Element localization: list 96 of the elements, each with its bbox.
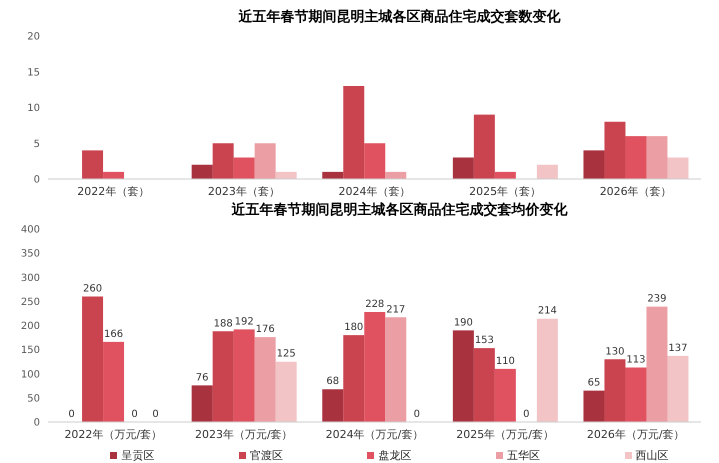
y-tick-label: 400 — [20, 224, 40, 236]
x-tick-label: 2025年（套） — [469, 184, 542, 198]
bar — [82, 296, 104, 422]
bar — [536, 318, 558, 422]
x-tick-label: 2024年（套） — [338, 184, 410, 198]
legend-label: 官渡区 — [248, 448, 283, 463]
y-tick-label: 50 — [27, 393, 40, 404]
bar — [474, 114, 495, 179]
bar — [625, 367, 646, 422]
bar — [276, 362, 297, 422]
bar — [343, 86, 364, 179]
bar — [364, 312, 386, 422]
data-label: 239 — [647, 294, 667, 305]
bar — [103, 342, 124, 422]
y-tick-label: 5 — [34, 138, 40, 150]
bar — [82, 150, 104, 179]
data-label: 68 — [326, 376, 340, 388]
y-tick-label: 300 — [20, 272, 40, 284]
data-label: 76 — [196, 372, 209, 384]
y-tick-label: 15 — [27, 67, 40, 78]
bar — [364, 143, 386, 179]
data-label: 125 — [276, 348, 296, 360]
data-label: 0 — [131, 408, 138, 420]
bar — [536, 164, 558, 179]
bar — [192, 164, 213, 179]
x-tick-label: 2026年（万元/套） — [586, 428, 685, 441]
bar — [494, 368, 516, 422]
data-label: 153 — [474, 335, 494, 346]
bar — [474, 348, 495, 422]
bar — [604, 359, 626, 422]
y-tick-label: 100 — [20, 369, 40, 380]
bar — [646, 136, 668, 179]
data-label: 228 — [365, 298, 384, 310]
chart-title: 近五年春节期间昆明主城各区商品住宅成交套数变化 — [238, 8, 562, 26]
data-label: 192 — [234, 316, 254, 328]
y-tick-label: 20 — [27, 32, 40, 43]
bar — [212, 331, 234, 422]
bar — [234, 329, 255, 422]
data-label: 176 — [256, 324, 275, 336]
data-label: 217 — [386, 304, 406, 316]
data-label: 110 — [496, 356, 515, 367]
data-label: 0 — [414, 408, 420, 420]
bar — [583, 390, 604, 422]
bar — [667, 356, 688, 422]
data-label: 0 — [68, 408, 75, 420]
y-tick-label: 200 — [20, 321, 40, 332]
data-label: 65 — [588, 378, 600, 389]
bar — [646, 306, 668, 422]
data-label: 0 — [152, 408, 159, 420]
bar — [276, 172, 297, 179]
bar — [322, 172, 344, 179]
bar — [322, 389, 344, 422]
legend-label: 西山区 — [634, 448, 669, 463]
y-tick-label: 150 — [20, 345, 40, 356]
data-label: 130 — [605, 346, 625, 358]
bar — [254, 337, 276, 422]
y-tick-label: 10 — [27, 103, 40, 114]
y-tick-label: 250 — [20, 296, 40, 308]
x-tick-label: 2022年（万元/套） — [64, 428, 162, 441]
x-tick-label: 2023年（套） — [208, 184, 280, 198]
legend-label: 盘龙区 — [377, 448, 412, 463]
bar — [385, 317, 406, 422]
data-label: 137 — [668, 342, 688, 354]
x-tick-label: 2023年（万元/套） — [195, 428, 293, 441]
bar — [192, 385, 213, 422]
legend-label: 呈贡区 — [120, 448, 154, 463]
bar — [494, 172, 516, 179]
data-label: 113 — [626, 354, 646, 366]
y-tick-label: 350 — [20, 248, 40, 260]
y-tick-label: 0 — [34, 418, 40, 429]
data-label: 190 — [454, 317, 473, 328]
bar — [103, 172, 124, 179]
data-label: 188 — [214, 318, 233, 330]
bar — [604, 122, 626, 179]
data-label: 166 — [104, 328, 124, 340]
x-tick-label: 2022年（套） — [77, 184, 150, 198]
bar — [234, 158, 255, 179]
data-label: 180 — [344, 322, 364, 334]
x-tick-label: 2026年（套） — [600, 184, 672, 198]
x-tick-label: 2024年（万元/套） — [326, 428, 424, 441]
data-label: 0 — [523, 408, 530, 420]
bar — [385, 172, 406, 179]
chart-title: 近五年春节期间昆明主城各区商品住宅成交套均价变化 — [230, 201, 568, 219]
bar — [452, 158, 474, 179]
bar — [343, 335, 364, 422]
legend-label: 五华区 — [506, 448, 540, 463]
x-tick-label: 2025年（万元/套） — [456, 428, 554, 441]
bar — [625, 136, 646, 179]
data-label: 260 — [83, 284, 102, 295]
bar — [667, 158, 688, 179]
y-tick-label: 0 — [34, 174, 40, 186]
bar — [254, 143, 276, 179]
data-label: 214 — [538, 306, 557, 317]
bar — [452, 330, 474, 422]
bar — [583, 150, 604, 179]
bar — [212, 143, 234, 179]
